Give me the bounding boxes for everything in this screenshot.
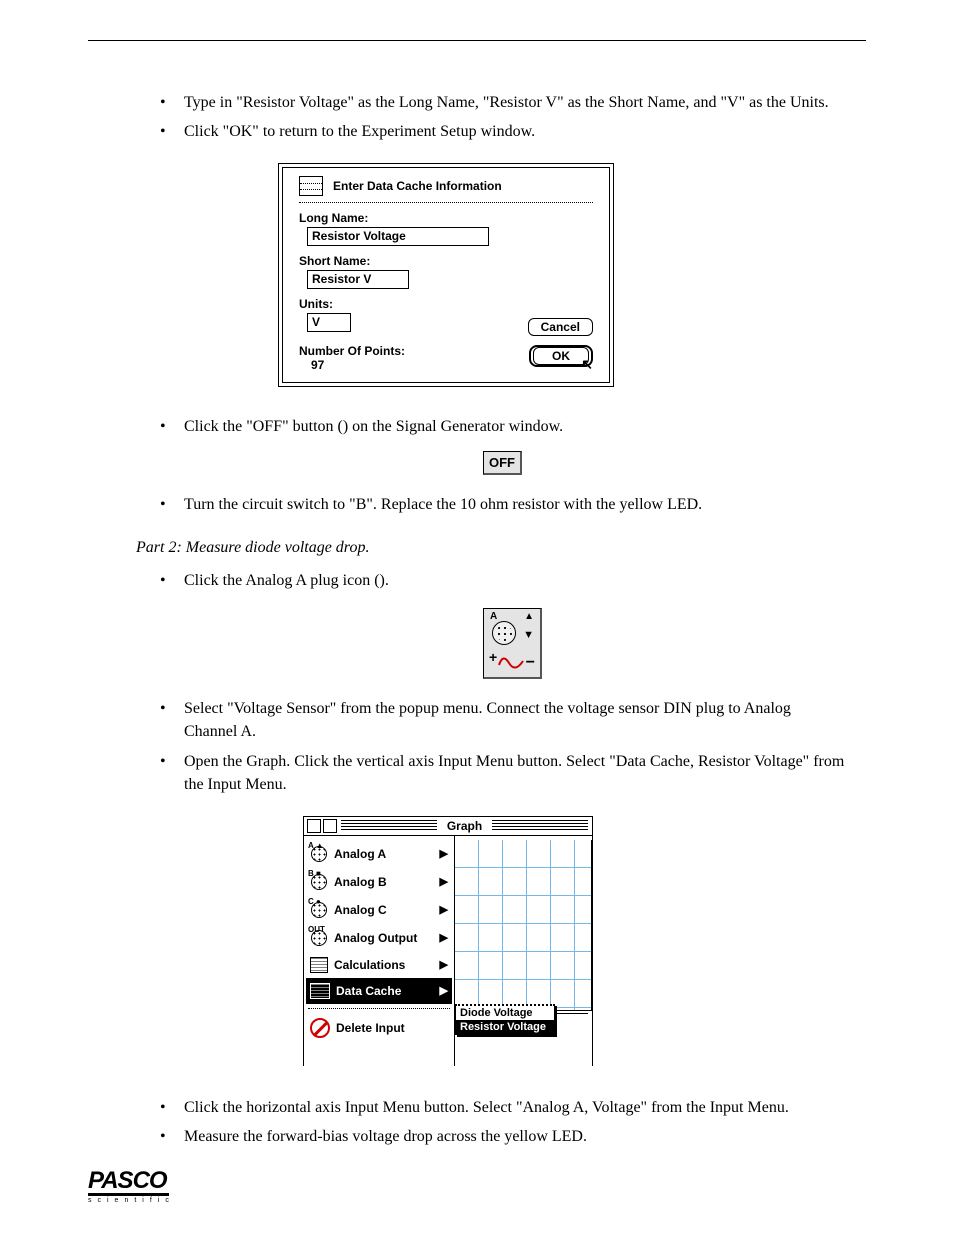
closebox-icon[interactable] xyxy=(307,819,321,833)
units-label: Units: xyxy=(299,297,593,311)
dialog-title: Enter Data Cache Information xyxy=(333,179,502,193)
graph-window: Graph A ▲Analog A▶B ■Analog B▶C ●Analog … xyxy=(303,816,593,1066)
calculator-icon xyxy=(310,957,328,973)
menu-item-calculations[interactable]: Calculations▶ xyxy=(306,952,452,978)
plus-icon: + xyxy=(489,649,497,665)
din-plug-icon xyxy=(492,621,516,645)
input-menu[interactable]: A ▲Analog A▶B ■Analog B▶C ●Analog C▶OUT … xyxy=(304,836,455,1066)
points-label: Number Of Points: xyxy=(299,344,405,358)
step-bullet: •Open the Graph. Click the vertical axis… xyxy=(160,750,846,796)
step-bullet: •Click the horizontal axis Input Menu bu… xyxy=(160,1096,846,1119)
ok-button[interactable]: OK ↖ xyxy=(529,345,593,367)
step-bullet: •Measure the forward-bias voltage drop a… xyxy=(160,1125,846,1148)
sine-wave-icon xyxy=(498,655,524,671)
menu-item-analog-c[interactable]: C ●Analog C▶ xyxy=(306,896,452,924)
short-name-input[interactable]: Resistor V xyxy=(307,270,409,289)
cursor-icon: ↖ xyxy=(581,357,593,371)
part2-heading: Part 2: Measure diode voltage drop. xyxy=(136,536,846,559)
no-entry-icon xyxy=(310,1018,330,1038)
step-bullet: •Turn the circuit switch to "B". Replace… xyxy=(160,493,846,516)
chevron-right-icon: ▶ xyxy=(440,984,448,997)
step-bullet: • Click the "OFF" button () on the Signa… xyxy=(160,415,846,438)
step-bullet: • Click the Analog A plug icon (). xyxy=(160,569,846,592)
chevron-right-icon: ▶ xyxy=(440,847,448,860)
minus-icon: − xyxy=(526,654,535,672)
graph-grid xyxy=(455,840,592,1011)
menu-item-delete-input[interactable]: Delete Input xyxy=(306,1013,452,1043)
din-icon: C ● xyxy=(310,901,328,919)
cancel-button[interactable]: Cancel xyxy=(528,318,593,336)
step-bullet: •Select "Voltage Sensor" from the popup … xyxy=(160,697,846,743)
spin-down-icon: ▼ xyxy=(523,629,534,641)
long-name-input[interactable]: Resistor Voltage xyxy=(307,227,489,246)
menu-item-analog-b[interactable]: B ■Analog B▶ xyxy=(306,868,452,896)
menu-item-data-cache[interactable]: Data Cache▶ xyxy=(306,978,452,1004)
short-name-label: Short Name: xyxy=(299,254,593,268)
off-button[interactable]: OFF xyxy=(483,451,522,475)
submenu-item[interactable]: Resistor Voltage xyxy=(456,1020,554,1034)
chevron-right-icon: ▶ xyxy=(440,931,448,944)
data-cache-dialog: Enter Data Cache Information Long Name: … xyxy=(278,163,614,387)
graph-title: Graph xyxy=(441,819,488,833)
submenu-item[interactable]: Diode Voltage xyxy=(456,1006,554,1020)
zoombox-icon[interactable] xyxy=(323,819,337,833)
din-icon: A ▲ xyxy=(310,845,328,863)
menu-item-analog-output[interactable]: OUT Analog Output▶ xyxy=(306,924,452,952)
din-icon: OUT xyxy=(310,929,328,947)
cache-icon xyxy=(299,176,323,196)
points-value: 97 xyxy=(311,358,405,372)
step-bullet: •Click "OK" to return to the Experiment … xyxy=(160,120,846,143)
chevron-right-icon: ▶ xyxy=(440,958,448,971)
chevron-right-icon: ▶ xyxy=(440,903,448,916)
units-input[interactable]: V xyxy=(307,313,351,332)
menu-item-analog-a[interactable]: A ▲Analog A▶ xyxy=(306,840,452,868)
step-bullet: •Type in "Resistor Voltage" as the Long … xyxy=(160,91,846,114)
spin-up-icon: ▲ xyxy=(524,611,534,622)
cursor-icon: ↖ xyxy=(454,1024,464,1038)
pasco-logo: PASCO scientific xyxy=(88,1169,175,1204)
long-name-label: Long Name: xyxy=(299,211,593,225)
data-cache-submenu[interactable]: ↖ Diode VoltageResistor Voltage xyxy=(455,1004,555,1035)
chevron-right-icon: ▶ xyxy=(440,875,448,888)
din-icon: B ■ xyxy=(310,873,328,891)
cache-icon xyxy=(310,983,330,999)
analog-a-plug-icon[interactable]: A ▲ ▼ + − xyxy=(483,608,542,679)
